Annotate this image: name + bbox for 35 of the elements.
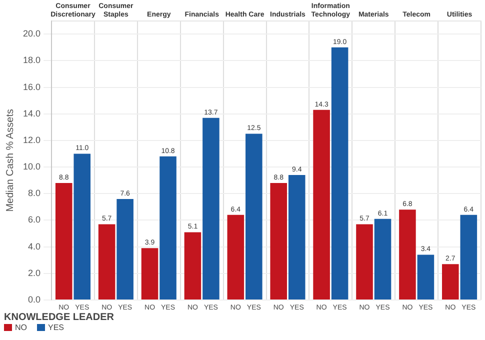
y-tick-label: 0.0 <box>28 294 41 304</box>
bar <box>202 118 220 300</box>
bar <box>246 134 262 300</box>
bar <box>184 232 202 300</box>
y-tick-label: 16.0 <box>22 82 41 92</box>
y-tick-label: 8.0 <box>28 188 41 198</box>
bar <box>98 224 116 300</box>
legend-label: YES <box>48 323 64 332</box>
bar <box>227 214 244 300</box>
y-tick-label: 14.0 <box>22 108 41 118</box>
legend-label: NO <box>15 323 27 332</box>
legend-title: KNOWLEDGE LEADER <box>4 312 115 323</box>
y-tick-label: 18.0 <box>22 55 41 66</box>
y-tick-label: 2.0 <box>28 268 41 278</box>
bar <box>55 183 72 300</box>
y-tick-label: 6.0 <box>28 214 41 225</box>
bar <box>270 183 288 300</box>
y-tick-label: 4.0 <box>28 241 41 252</box>
bar <box>288 175 306 300</box>
bar <box>74 154 91 300</box>
y-tick-label: 10.0 <box>22 162 41 172</box>
bar <box>399 210 416 300</box>
bar <box>374 218 392 300</box>
y-tick-label: 12.0 <box>22 134 41 145</box>
bar <box>313 110 330 300</box>
bar <box>460 214 478 300</box>
bar <box>417 254 434 300</box>
y-axis-title: Median Cash % Assets <box>4 108 16 212</box>
bar <box>331 47 348 300</box>
bar <box>442 264 459 300</box>
bar <box>356 224 373 300</box>
bar <box>116 198 134 300</box>
y-tick-label: 20.0 <box>22 28 41 39</box>
bar <box>160 156 176 300</box>
bar <box>141 248 158 300</box>
